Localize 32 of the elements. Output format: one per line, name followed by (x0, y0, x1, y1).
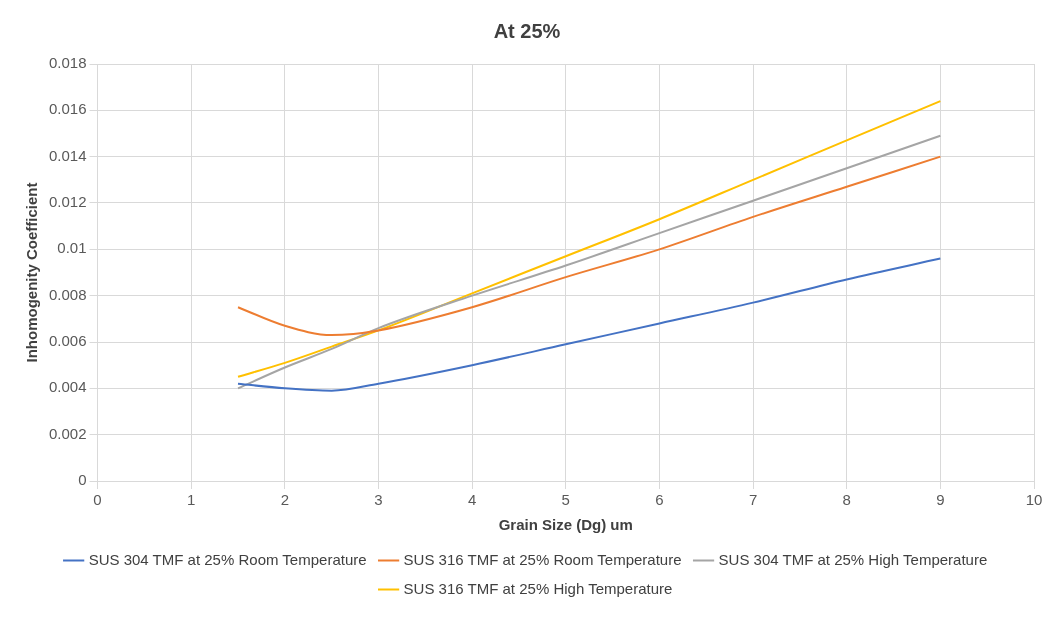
x-tick-label: 1 (187, 491, 196, 509)
legend-label: SUS 304 TMF at 25% High Temperature (718, 550, 988, 568)
x-tick-label: 6 (655, 491, 664, 509)
chart-title: At 25% (493, 19, 561, 42)
line-series (237, 257, 942, 392)
y-tick-label: 0.002 (48, 424, 87, 442)
line-series (237, 134, 942, 390)
x-tick-label: 3 (374, 491, 383, 509)
x-tick-label: 0 (93, 491, 102, 509)
legend-label: SUS 304 TMF at 25% Room Temperature (88, 550, 367, 568)
x-tick-label: 4 (467, 491, 477, 509)
y-tick-label: 0.014 (48, 146, 87, 164)
y-axis-title: Inhomogenity Coefficient (23, 182, 41, 363)
legend-label: SUS 316 TMF at 25% Room Temperature (403, 550, 682, 568)
legend-label: SUS 316 TMF at 25% High Temperature (403, 579, 673, 597)
line-series (237, 100, 942, 378)
y-tick-label: 0 (78, 471, 87, 489)
y-tick-label: 0.018 (48, 54, 87, 72)
x-axis-title: Grain Size (Dg) um (498, 516, 633, 534)
y-tick-label: 0.01 (57, 239, 87, 257)
x-tick-label: 7 (748, 491, 758, 509)
y-tick-label: 0.012 (48, 193, 87, 211)
x-tick-label: 9 (936, 491, 945, 509)
x-tick-label: 8 (842, 491, 851, 509)
x-tick-label: 2 (280, 491, 289, 509)
x-tick-label: 10 (1025, 491, 1043, 509)
x-tick-label: 5 (561, 491, 570, 509)
y-tick-label: 0.016 (48, 100, 87, 118)
line-series (237, 155, 942, 337)
y-tick-label: 0.004 (48, 378, 87, 396)
y-tick-label: 0.008 (48, 285, 87, 303)
y-tick-label: 0.006 (48, 332, 87, 350)
